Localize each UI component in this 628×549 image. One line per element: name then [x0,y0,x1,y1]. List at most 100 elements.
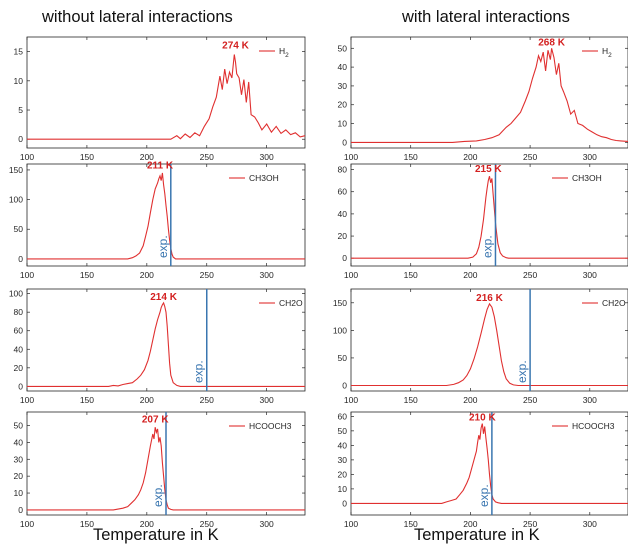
plot-frame [26,36,306,149]
series-line-ch3oh [351,176,628,259]
series-line-ch2o [351,302,628,387]
x-tick-label: 150 [80,395,94,405]
x-tick-label: 100 [344,395,358,405]
y-tick-label: 0 [18,505,23,515]
y-tick-label: 100 [9,195,23,205]
chart-panel-ch2o: 100 150 200 250 300 0 20 40 60 80 100 exp. 214 K CH2O [9,288,306,405]
series-line-h2 [351,48,628,143]
y-tick-label: 20 [338,469,348,479]
x-tick-label: 150 [80,519,94,529]
y-tick-label: 50 [338,43,348,53]
y-tick-label: 0 [342,253,347,263]
legend-label: CH3OH [249,173,279,183]
y-tick-label: 10 [14,76,24,86]
exp-label: exp. [515,360,529,383]
y-tick-label: 50 [338,426,348,436]
x-tick-label: 200 [463,519,477,529]
legend-label: CH2O [279,298,303,308]
peak-label: 207 K [142,415,169,426]
peak-label: 210 K [469,413,496,424]
y-tick-label: 80 [338,165,348,175]
y-tick-label: 150 [9,165,23,175]
plot-frame [350,411,628,516]
y-tick-label: 20 [338,231,348,241]
chart-panel-ch3oh: 100 150 200 250 300 0 20 40 60 80 exp. 215 K CH3OH [338,163,628,280]
y-tick-label: 60 [338,187,348,197]
y-tick-label: 50 [338,353,348,363]
x-tick-label: 250 [523,270,537,280]
peak-label: 268 K [538,37,565,48]
chart-panel-ch3oh: 100 150 200 250 300 0 50 100 150 exp. 211 K CH3OH [9,161,306,280]
chart-panel-ch2o: 100 150 200 250 300 0 50 100 150 exp. 216 K CH2O [333,288,628,405]
x-tick-label: 250 [523,519,537,529]
x-tick-label: 100 [20,270,34,280]
x-tick-label: 200 [140,519,154,529]
x-tick-label: 300 [260,270,274,280]
y-tick-label: 60 [338,411,348,421]
exp-label: exp. [151,484,165,507]
y-tick-label: 10 [338,484,348,494]
left-column-title: without lateral interactions [42,8,233,26]
x-tick-label: 200 [463,395,477,405]
exp-label: exp. [156,235,170,258]
x-tick-label: 300 [583,519,597,529]
series-line-ch2o [27,301,305,387]
x-tick-label: 100 [20,395,34,405]
x-tick-label: 150 [404,270,418,280]
y-tick-label: 30 [338,455,348,465]
y-tick-label: 0 [18,134,23,144]
x-tick-label: 200 [463,152,477,162]
x-tick-label: 250 [200,395,214,405]
y-tick-label: 20 [14,363,24,373]
y-tick-label: 10 [14,488,24,498]
peak-label: 214 K [150,292,177,303]
series-line-h2 [27,54,306,140]
y-tick-label: 5 [18,105,23,115]
x-tick-label: 300 [260,395,274,405]
y-tick-label: 40 [14,344,24,354]
y-tick-label: 40 [338,209,348,219]
x-tick-label: 250 [200,270,214,280]
legend-label: H2 [279,46,289,59]
y-tick-label: 0 [18,254,23,264]
x-tick-label: 200 [463,270,477,280]
peak-label: 274 K [222,41,249,52]
x-tick-label: 250 [200,152,214,162]
chart-panel-h2: 100 150 200 250 300 0 5 10 15 274 K H2 [14,36,306,162]
y-tick-label: 40 [338,62,348,72]
x-tick-label: 100 [344,152,358,162]
y-tick-label: 100 [9,289,23,299]
exp-label: exp. [480,235,494,258]
x-tick-label: 300 [583,270,597,280]
y-tick-label: 80 [14,307,24,317]
x-tick-label: 100 [20,519,34,529]
legend-label: H2 [602,46,612,59]
y-tick-label: 50 [14,421,24,431]
y-tick-label: 0 [18,381,23,391]
y-tick-label: 30 [338,81,348,91]
plot-frame [350,288,628,392]
chart-panel-hcooch3: 100 150 200 250 300 0 10 20 30 40 50 60 exp. 210 K HCO… [338,411,628,529]
peak-label: 215 K [475,164,502,175]
legend-label: HCOOCH3 [572,421,615,431]
x-tick-label: 250 [523,395,537,405]
y-tick-label: 20 [14,471,24,481]
x-tick-label: 250 [523,152,537,162]
x-tick-label: 300 [260,152,274,162]
y-tick-label: 50 [14,224,24,234]
x-tick-label: 200 [140,395,154,405]
x-tick-label: 150 [404,152,418,162]
y-tick-label: 100 [333,325,347,335]
y-tick-label: 0 [342,137,347,147]
y-tick-label: 150 [333,298,347,308]
x-tick-label: 100 [344,519,358,529]
y-tick-label: 30 [14,454,24,464]
right-column-title: with lateral interactions [402,8,570,26]
exp-label: exp. [192,360,206,383]
y-tick-label: 15 [14,47,24,57]
left-xaxis-title: Temperature in K [93,526,219,544]
x-tick-label: 200 [140,270,154,280]
y-tick-label: 20 [338,100,348,110]
y-tick-label: 40 [14,437,24,447]
